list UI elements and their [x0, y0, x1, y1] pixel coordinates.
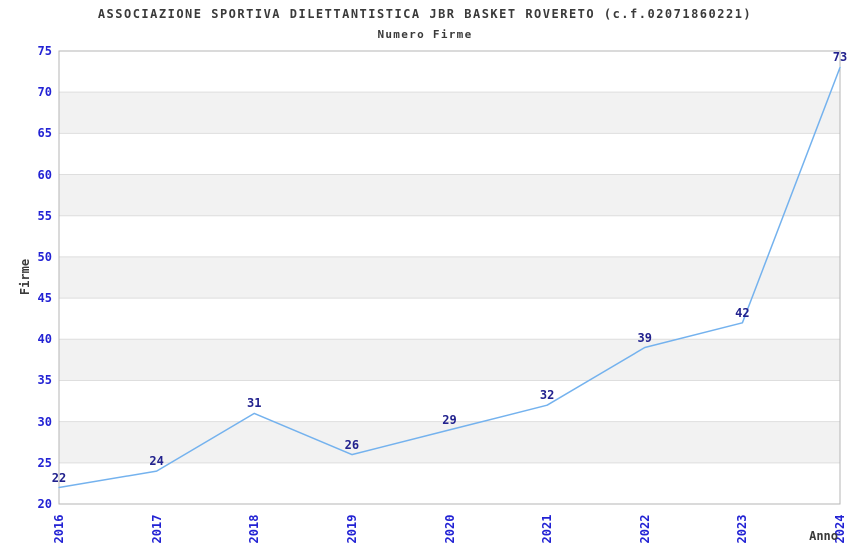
- y-tick-label: 50: [37, 249, 52, 264]
- data-label: 29: [442, 412, 457, 427]
- x-tick-label: 2017: [149, 514, 164, 544]
- series-line: [58, 66, 841, 489]
- grid-band: [59, 339, 840, 381]
- x-tick-label: 2018: [247, 514, 262, 544]
- data-label: 26: [344, 437, 360, 452]
- data-label: 31: [247, 396, 262, 411]
- y-tick-label: 25: [37, 455, 52, 470]
- y-tick-label: 40: [37, 332, 52, 347]
- grid-band: [59, 421, 840, 463]
- y-tick-label: 30: [37, 414, 52, 429]
- x-tick-label: 2020: [442, 514, 457, 544]
- x-tick-label: 2016: [52, 514, 66, 544]
- x-tick-label: 2022: [637, 514, 652, 544]
- data-label: 39: [637, 330, 652, 345]
- y-axis-title: Firme: [18, 258, 32, 296]
- chart-subtitle: Numero Firme: [377, 28, 473, 41]
- data-label: 73: [832, 50, 848, 65]
- y-tick-label: 55: [37, 208, 52, 223]
- y-tick-label: 35: [37, 373, 52, 388]
- grid-band: [59, 174, 840, 216]
- data-label: 22: [51, 470, 67, 485]
- y-tick-label: 60: [37, 167, 52, 182]
- x-axis-title: Anno: [809, 529, 838, 543]
- y-tick-label: 75: [37, 44, 52, 58]
- y-tick-label: 45: [37, 291, 52, 306]
- grid-band: [59, 256, 840, 299]
- y-tick-label: 70: [37, 85, 52, 100]
- y-tick-label: 65: [37, 126, 52, 141]
- x-tick-label: 2021: [540, 514, 555, 544]
- x-tick-label: 2019: [344, 514, 359, 544]
- chart-title: ASSOCIAZIONE SPORTIVA DILETTANTISTICA JB…: [97, 7, 753, 21]
- data-label: 32: [539, 388, 555, 403]
- y-tick-label: 20: [37, 497, 52, 511]
- plot-border: [58, 50, 841, 505]
- data-label: 42: [735, 305, 750, 320]
- grid-band: [59, 92, 840, 134]
- x-tick-label: 2023: [735, 514, 750, 544]
- data-label: 24: [149, 454, 164, 469]
